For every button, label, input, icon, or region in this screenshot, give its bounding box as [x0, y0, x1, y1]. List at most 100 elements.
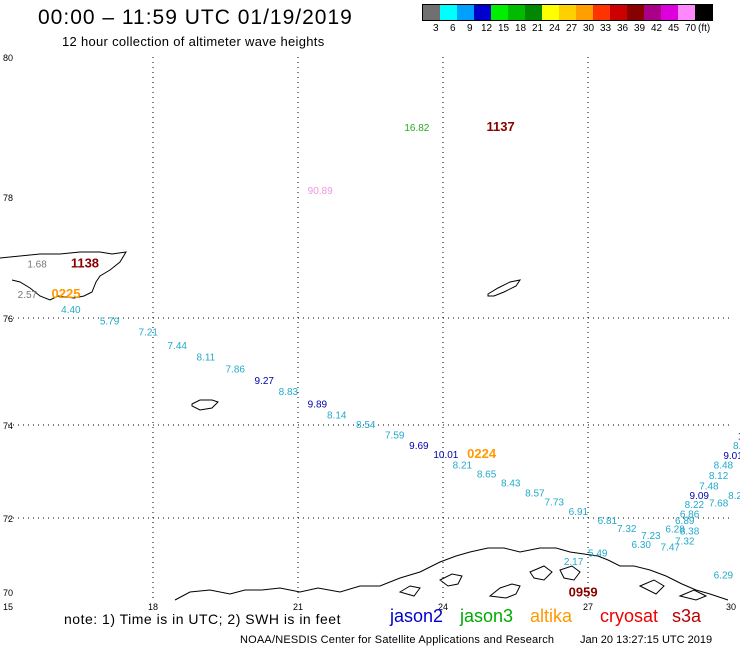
legend-label: 39 — [634, 23, 646, 34]
satellite-s3a-label: s3a — [672, 606, 702, 626]
legend-label: 15 — [498, 23, 510, 34]
wave-height-value: 7.47 — [661, 543, 681, 554]
pass-time-label: 0224 — [467, 446, 497, 461]
longitude-tick-label: 27 — [583, 602, 593, 612]
wave-height-value: 7.59 — [385, 430, 405, 441]
satellite-altika-label: altika — [530, 606, 573, 626]
wave-height-value: 8.54 — [356, 420, 376, 431]
legend-swatch — [559, 5, 576, 20]
wave-height-value: 8.38 — [680, 526, 700, 537]
latitude-tick-label: 72 — [3, 514, 13, 524]
pass-time-label: 0959 — [569, 585, 598, 600]
legend-swatch — [508, 5, 525, 20]
wave-height-value: 8.43 — [501, 479, 521, 490]
wave-height-value: 6.91 — [569, 507, 589, 518]
legend-label: 27 — [566, 23, 578, 34]
legend-swatch — [474, 5, 491, 20]
wave-height-value: 7.73 — [545, 498, 565, 509]
wave-height-value: 4.40 — [61, 305, 81, 316]
wave-height-value: 2.57 — [18, 290, 38, 301]
legend-label: 6 — [450, 23, 456, 34]
legend-swatch — [491, 5, 508, 20]
legend-swatch — [695, 5, 712, 20]
axis-tick-labels: 15 18 21 24 27 30 80 78 76 74 72 70 — [3, 53, 736, 612]
wave-height-value: 8.11 — [197, 353, 216, 364]
satellite-jason2-label: jason2 — [390, 606, 444, 626]
wave-height-value: 16.82 — [404, 123, 429, 134]
wave-height-value: 8.57 — [525, 488, 545, 499]
longitude-tick-label: 21 — [293, 602, 303, 612]
wave-height-value: 7.23 — [641, 531, 661, 542]
wave-height-value: 6.89 — [675, 516, 695, 527]
wave-height-value: 8.83 — [279, 387, 299, 398]
credit-line: NOAA/NESDIS Center for Satellite Applica… — [240, 634, 555, 646]
wave-height-value: 7.32 — [675, 537, 695, 548]
wave-height-value: 9.89 — [308, 400, 328, 411]
wave-height-value: 8.65 — [477, 469, 497, 480]
legend-swatch — [576, 5, 593, 20]
legend-swatch — [644, 5, 661, 20]
legend-label: 9 — [467, 23, 473, 34]
wave-height-value: 8.22 — [685, 500, 705, 511]
map-subtitle: 12 hour collection of altimeter wave hei… — [62, 34, 325, 49]
longitude-tick-label: 24 — [438, 602, 448, 612]
legend-label: 42 — [651, 23, 663, 34]
wave-height-value: 5.49 — [588, 548, 608, 559]
wave-height-value: 5.79 — [100, 317, 120, 328]
latitude-tick-label: 76 — [3, 314, 13, 324]
legend-label: (ft) — [698, 23, 711, 34]
wave-height-value: 8.22 — [728, 491, 740, 502]
wave-height-value: 7.48 — [699, 481, 719, 492]
pass-time-label: 1138 — [71, 256, 99, 271]
wave-height-value: 2.17 — [564, 557, 584, 568]
wave-height-labels: 16.82 1137 90.89 1.68 1138 2.57 0225 4.40 5.79 7.… — [18, 119, 740, 600]
wave-height-value: 8.81 — [733, 441, 740, 452]
wave-height-value: 9.01 — [723, 451, 740, 462]
legend-swatch — [440, 5, 457, 20]
legend-label: 70 — [685, 23, 697, 34]
wave-height-value: 90.89 — [308, 186, 333, 197]
latitude-tick-label: 78 — [3, 193, 13, 203]
longitude-tick-label: 30 — [726, 602, 736, 612]
legend-label: 18 — [515, 23, 527, 34]
legend-label: 45 — [668, 23, 680, 34]
wave-height-value: 1.68 — [27, 260, 47, 271]
generation-timestamp: Jan 20 13:27:15 UTC 2019 — [580, 634, 713, 646]
satellite-cryosat-label: cryosat — [600, 606, 659, 626]
legend-label: 21 — [532, 23, 544, 34]
longitude-tick-label: 15 — [3, 602, 13, 612]
legend-swatch — [627, 5, 644, 20]
wave-height-value: 10.01 — [433, 450, 458, 461]
legend-label: 12 — [481, 23, 493, 34]
wave-height-value: 6.81 — [598, 516, 618, 527]
wave-height-value: 9.27 — [255, 376, 275, 387]
wave-height-value: 8.48 — [714, 461, 734, 472]
legend-label: 3 — [433, 23, 439, 34]
legend-swatch — [593, 5, 610, 20]
legend-label: 36 — [617, 23, 629, 34]
kong-karls-land — [487, 279, 522, 297]
legend-swatch — [423, 5, 440, 20]
wave-height-value: 7.86 — [226, 364, 246, 375]
norway-coastline — [174, 547, 729, 601]
legend-label: 30 — [583, 23, 595, 34]
wave-height-value: 8.12 — [709, 471, 729, 482]
wave-height-value: 8.21 — [453, 461, 473, 472]
latitude-tick-label: 74 — [3, 421, 13, 431]
pass-time-label: 0225 — [52, 286, 81, 301]
color-legend: 3 6 9 12 15 18 21 24 27 30 33 36 39 42 45 70 (ft) — [422, 4, 713, 34]
wave-height-value: 7.32 — [617, 524, 637, 535]
wave-height-value: 6.28 — [665, 524, 685, 535]
legend-swatch — [661, 5, 678, 20]
legend-label: 33 — [600, 23, 612, 34]
svalbard-coastline — [0, 251, 127, 301]
pass-time-label: 1137 — [487, 119, 515, 134]
longitude-tick-label: 18 — [148, 602, 158, 612]
latitude-tick-label: 80 — [3, 53, 13, 63]
wave-height-value: 7.21 — [139, 327, 159, 338]
legend-swatch — [525, 5, 542, 20]
legend-label: 24 — [549, 23, 561, 34]
wave-height-value: 9.09 — [690, 491, 710, 502]
wave-height-value: 6.29 — [714, 571, 734, 582]
